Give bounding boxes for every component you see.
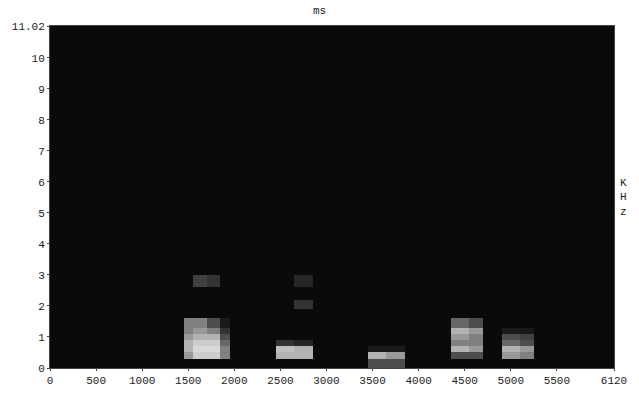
svg-text:1000: 1000 <box>129 375 155 387</box>
svg-text:7: 7 <box>38 146 45 158</box>
svg-text:0: 0 <box>47 375 54 387</box>
svg-text:5000: 5000 <box>498 375 524 387</box>
svg-text:5: 5 <box>38 208 45 220</box>
svg-text:3500: 3500 <box>359 375 385 387</box>
svg-text:3000: 3000 <box>313 375 339 387</box>
svg-text:8: 8 <box>38 115 45 127</box>
svg-text:11.02: 11.02 <box>12 21 45 33</box>
svg-text:0: 0 <box>38 363 45 375</box>
svg-text:ms: ms <box>313 5 326 17</box>
svg-text:4500: 4500 <box>452 375 478 387</box>
svg-text:KHz: KHz <box>620 177 627 218</box>
svg-text:2: 2 <box>38 301 45 313</box>
svg-text:1: 1 <box>38 332 45 344</box>
svg-text:9: 9 <box>38 84 45 96</box>
svg-text:3: 3 <box>38 270 45 282</box>
svg-text:6120: 6120 <box>601 375 627 387</box>
svg-text:10: 10 <box>32 53 45 65</box>
svg-text:1500: 1500 <box>175 375 201 387</box>
svg-text:2000: 2000 <box>221 375 247 387</box>
svg-text:4: 4 <box>38 239 45 251</box>
svg-text:5500: 5500 <box>544 375 570 387</box>
svg-text:500: 500 <box>86 375 106 387</box>
svg-text:6: 6 <box>38 177 45 189</box>
svg-text:4000: 4000 <box>405 375 431 387</box>
svg-text:2500: 2500 <box>267 375 293 387</box>
